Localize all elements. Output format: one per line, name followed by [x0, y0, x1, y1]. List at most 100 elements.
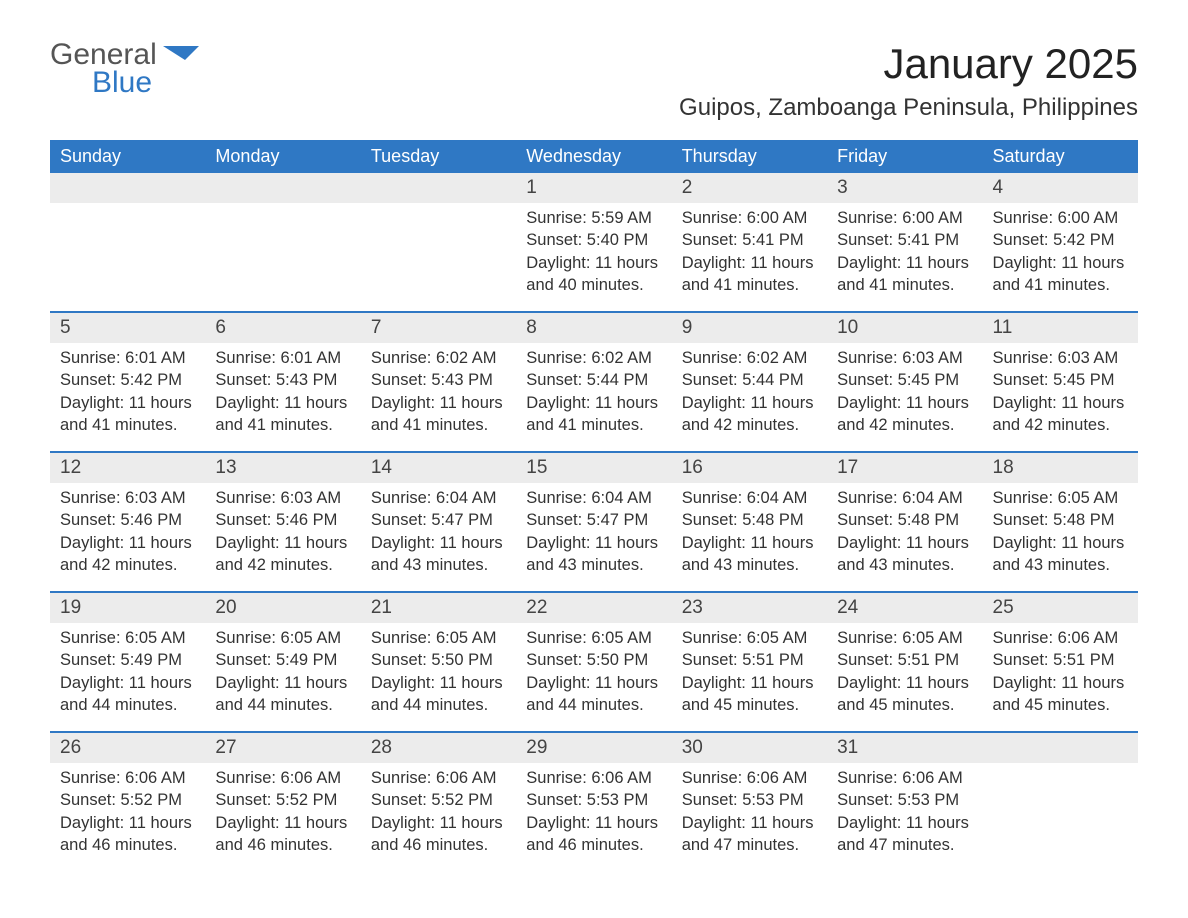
daylight-line: Daylight: 11 hours and 41 minutes.: [371, 392, 506, 437]
daylight-line: Daylight: 11 hours and 41 minutes.: [837, 252, 972, 297]
week-daynum-row: 1234: [50, 173, 1138, 203]
day-details: Sunrise: 6:05 AMSunset: 5:51 PMDaylight:…: [672, 623, 827, 731]
day-details: Sunrise: 6:02 AMSunset: 5:44 PMDaylight:…: [516, 343, 671, 451]
day-number: 3: [827, 173, 982, 203]
day-details: Sunrise: 6:06 AMSunset: 5:53 PMDaylight:…: [516, 763, 671, 871]
daylight-line: Daylight: 11 hours and 41 minutes.: [215, 392, 350, 437]
sunset-line: Sunset: 5:45 PM: [993, 369, 1128, 391]
daylight-line: Daylight: 11 hours and 46 minutes.: [60, 812, 195, 857]
day-details: Sunrise: 6:05 AMSunset: 5:51 PMDaylight:…: [827, 623, 982, 731]
day-details: Sunrise: 6:06 AMSunset: 5:52 PMDaylight:…: [205, 763, 360, 871]
sunrise-line: Sunrise: 6:06 AM: [215, 767, 350, 789]
daylight-line: Daylight: 11 hours and 40 minutes.: [526, 252, 661, 297]
sunrise-line: Sunrise: 6:03 AM: [215, 487, 350, 509]
day-details: [361, 203, 516, 311]
day-details: Sunrise: 6:05 AMSunset: 5:48 PMDaylight:…: [983, 483, 1138, 591]
sunrise-line: Sunrise: 6:01 AM: [215, 347, 350, 369]
sunset-line: Sunset: 5:43 PM: [371, 369, 506, 391]
day-details: Sunrise: 6:04 AMSunset: 5:48 PMDaylight:…: [672, 483, 827, 591]
day-number: 21: [361, 593, 516, 623]
header: General Blue January 2025 Guipos, Zamboa…: [50, 40, 1138, 122]
sunset-line: Sunset: 5:48 PM: [837, 509, 972, 531]
sunrise-line: Sunrise: 6:01 AM: [60, 347, 195, 369]
sunrise-line: Sunrise: 6:03 AM: [837, 347, 972, 369]
day-details: Sunrise: 6:04 AMSunset: 5:47 PMDaylight:…: [361, 483, 516, 591]
weekday-header: Sunday: [50, 140, 205, 173]
sunset-line: Sunset: 5:53 PM: [526, 789, 661, 811]
day-details: Sunrise: 6:01 AMSunset: 5:42 PMDaylight:…: [50, 343, 205, 451]
day-details: Sunrise: 6:06 AMSunset: 5:52 PMDaylight:…: [361, 763, 516, 871]
day-number: 14: [361, 453, 516, 483]
sunset-line: Sunset: 5:42 PM: [60, 369, 195, 391]
daylight-line: Daylight: 11 hours and 43 minutes.: [682, 532, 817, 577]
logo-word-blue: Blue: [92, 68, 199, 98]
daylight-line: Daylight: 11 hours and 42 minutes.: [993, 392, 1128, 437]
day-details: Sunrise: 6:05 AMSunset: 5:50 PMDaylight:…: [516, 623, 671, 731]
daylight-line: Daylight: 11 hours and 46 minutes.: [215, 812, 350, 857]
sunset-line: Sunset: 5:53 PM: [682, 789, 817, 811]
sunrise-line: Sunrise: 6:06 AM: [60, 767, 195, 789]
location-subtitle: Guipos, Zamboanga Peninsula, Philippines: [679, 94, 1138, 122]
sunrise-line: Sunrise: 6:06 AM: [526, 767, 661, 789]
sunrise-line: Sunrise: 6:05 AM: [371, 627, 506, 649]
day-number: 27: [205, 733, 360, 763]
week-daynum-row: 12131415161718: [50, 451, 1138, 483]
day-details: Sunrise: 6:06 AMSunset: 5:51 PMDaylight:…: [983, 623, 1138, 731]
sunset-line: Sunset: 5:40 PM: [526, 229, 661, 251]
day-details: Sunrise: 6:03 AMSunset: 5:46 PMDaylight:…: [50, 483, 205, 591]
day-details: Sunrise: 6:03 AMSunset: 5:46 PMDaylight:…: [205, 483, 360, 591]
sunrise-line: Sunrise: 6:05 AM: [215, 627, 350, 649]
sunrise-line: Sunrise: 6:02 AM: [682, 347, 817, 369]
day-details: Sunrise: 6:03 AMSunset: 5:45 PMDaylight:…: [827, 343, 982, 451]
sunrise-line: Sunrise: 6:00 AM: [993, 207, 1128, 229]
week-daynum-row: 567891011: [50, 311, 1138, 343]
weekday-header: Tuesday: [361, 140, 516, 173]
day-details: Sunrise: 6:00 AMSunset: 5:41 PMDaylight:…: [672, 203, 827, 311]
weekday-header: Thursday: [672, 140, 827, 173]
day-number: 17: [827, 453, 982, 483]
day-number: 12: [50, 453, 205, 483]
day-number: 23: [672, 593, 827, 623]
day-details: Sunrise: 6:02 AMSunset: 5:44 PMDaylight:…: [672, 343, 827, 451]
daylight-line: Daylight: 11 hours and 44 minutes.: [60, 672, 195, 717]
sunrise-line: Sunrise: 6:05 AM: [682, 627, 817, 649]
sunset-line: Sunset: 5:47 PM: [371, 509, 506, 531]
week-details-row: Sunrise: 6:01 AMSunset: 5:42 PMDaylight:…: [50, 343, 1138, 451]
day-number: 2: [672, 173, 827, 203]
title-block: January 2025 Guipos, Zamboanga Peninsula…: [679, 40, 1138, 122]
day-number: 24: [827, 593, 982, 623]
day-number: 6: [205, 313, 360, 343]
day-number: [205, 173, 360, 203]
logo: General Blue: [50, 40, 199, 98]
day-number: [50, 173, 205, 203]
sunset-line: Sunset: 5:51 PM: [993, 649, 1128, 671]
sunset-line: Sunset: 5:48 PM: [682, 509, 817, 531]
sunrise-line: Sunrise: 6:04 AM: [526, 487, 661, 509]
sunset-line: Sunset: 5:41 PM: [682, 229, 817, 251]
logo-flag-icon: [163, 46, 199, 70]
day-number: 11: [983, 313, 1138, 343]
day-number: 31: [827, 733, 982, 763]
day-number: 30: [672, 733, 827, 763]
daylight-line: Daylight: 11 hours and 41 minutes.: [526, 392, 661, 437]
sunset-line: Sunset: 5:52 PM: [371, 789, 506, 811]
sunset-line: Sunset: 5:48 PM: [993, 509, 1128, 531]
sunrise-line: Sunrise: 6:06 AM: [837, 767, 972, 789]
day-details: Sunrise: 6:06 AMSunset: 5:53 PMDaylight:…: [827, 763, 982, 871]
week-details-row: Sunrise: 6:06 AM Sunset: 5:52 PM Daylight:…: [50, 763, 1138, 871]
sunrise-line: Sunrise: 6:02 AM: [371, 347, 506, 369]
daylight-line: Daylight: 11 hours and 47 minutes.: [837, 812, 972, 857]
daylight-line: Daylight: 11 hours and 45 minutes.: [993, 672, 1128, 717]
day-number: 15: [516, 453, 671, 483]
daylight-line: Daylight: 11 hours and 44 minutes.: [371, 672, 506, 717]
day-details: Sunrise: 6:05 AMSunset: 5:49 PMDaylight:…: [205, 623, 360, 731]
sunrise-line: Sunrise: 6:06 AM: [682, 767, 817, 789]
sunset-line: Sunset: 5:51 PM: [837, 649, 972, 671]
sunset-line: Sunset: 5:45 PM: [837, 369, 972, 391]
logo-text: General Blue: [50, 40, 199, 98]
day-number: 1: [516, 173, 671, 203]
day-number: 9: [672, 313, 827, 343]
daylight-line: Daylight: 11 hours and 42 minutes.: [682, 392, 817, 437]
day-number: [361, 173, 516, 203]
sunset-line: Sunset: 5:49 PM: [60, 649, 195, 671]
